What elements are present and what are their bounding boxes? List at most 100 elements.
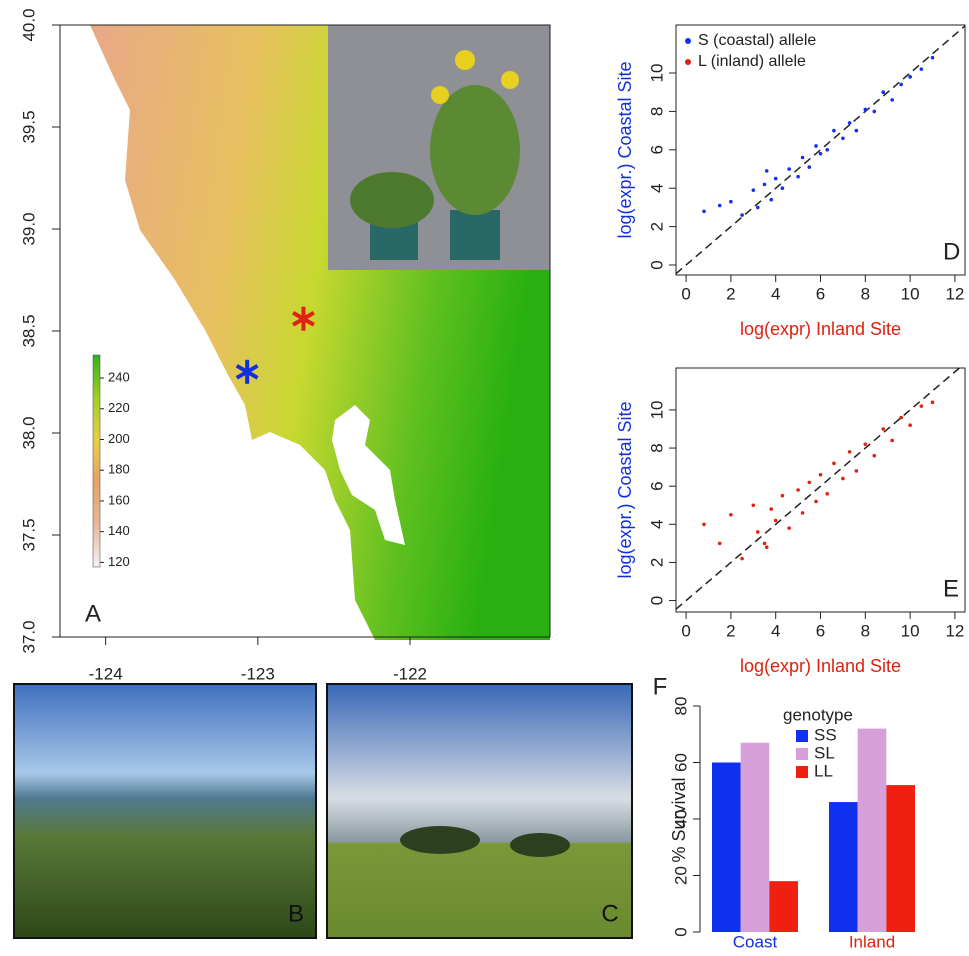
point (755, 205, 760, 210)
bar (886, 785, 915, 932)
point (881, 427, 886, 431)
point (717, 541, 722, 546)
legend-label: LL (814, 761, 833, 780)
legend-swatch (796, 748, 808, 760)
x-tick-label: 0 (681, 284, 690, 303)
x-tick-label: 0 (681, 621, 690, 640)
x-tick-label: 4 (771, 284, 780, 303)
x-tick-label: 4 (771, 621, 780, 640)
x-tick-label: Coast (733, 932, 778, 951)
point (818, 151, 823, 156)
point (764, 545, 769, 549)
point (807, 165, 812, 169)
legend-marker (685, 38, 691, 44)
point (899, 82, 903, 87)
point (769, 507, 774, 511)
point (854, 128, 859, 133)
point (814, 499, 818, 504)
colorbar-tick-label: 200 (108, 431, 130, 446)
point (899, 415, 903, 420)
point (825, 492, 830, 496)
x-tick-label: Inland (849, 932, 895, 951)
point (818, 472, 823, 477)
point (872, 453, 877, 458)
point (890, 98, 894, 102)
y-tick-label: 37.0 (19, 620, 38, 653)
photo-c: C (326, 683, 633, 939)
point (729, 512, 733, 517)
point (729, 199, 733, 204)
point (919, 404, 924, 408)
y-tick-label: 60 (671, 753, 690, 772)
bar (857, 728, 887, 932)
point (881, 90, 886, 95)
point (841, 476, 845, 481)
point (832, 461, 836, 466)
photo-b: B (13, 683, 317, 939)
photo (13, 683, 317, 939)
panel-label: B (288, 900, 304, 927)
y-tick-label: 38.5 (19, 314, 38, 347)
land (90, 25, 550, 640)
bar (769, 881, 798, 932)
point (740, 213, 744, 217)
legend-swatch (796, 730, 808, 742)
y-tick-label: 8 (647, 107, 666, 116)
x-tick-label: 10 (901, 621, 920, 640)
x-tick-label: -123 (241, 664, 275, 683)
plant (350, 172, 434, 228)
legend-label: SL (814, 743, 835, 762)
point (908, 423, 912, 427)
point (930, 55, 935, 60)
y-tick-label: 2 (647, 222, 666, 231)
point (832, 128, 836, 133)
colorbar-tick-label: 140 (108, 523, 130, 538)
y-tick-label: 40 (671, 810, 690, 829)
flower (455, 50, 475, 70)
tree (510, 833, 570, 857)
point (773, 518, 778, 523)
y-tick-label: 4 (647, 183, 666, 192)
legend-label: S (coastal) allele (698, 32, 816, 49)
pot (450, 210, 500, 260)
asterisk-stroke (235, 364, 259, 380)
flower (431, 86, 449, 104)
y-tick-label: 8 (647, 443, 666, 452)
x-tick-label: -122 (393, 664, 427, 683)
y-tick-label: 10 (647, 64, 666, 83)
panel-label: D (943, 238, 960, 265)
x-axis-label: log(expr) Inland Site (740, 319, 901, 339)
site-marker (292, 306, 315, 331)
point (780, 186, 785, 191)
photo (326, 683, 633, 939)
point (702, 522, 706, 527)
x-tick-label: 2 (726, 621, 735, 640)
y-tick-label: 37.5 (19, 518, 38, 551)
tree (400, 826, 480, 854)
y-tick-label: 6 (647, 145, 666, 154)
point (847, 450, 852, 454)
legend-title: genotype (783, 705, 853, 724)
y-axis-label: % Survival (669, 777, 689, 862)
point (717, 203, 722, 208)
y-tick-label: 38.0 (19, 416, 38, 449)
bar (712, 762, 741, 932)
y-axis-label: log(expr.) Coastal Site (615, 61, 635, 238)
diagonal (675, 25, 966, 275)
point (872, 109, 877, 114)
y-tick-label: 6 (647, 481, 666, 490)
point (807, 480, 812, 485)
legend-label: SS (814, 725, 837, 744)
colorbar-tick-label: 160 (108, 492, 130, 507)
point (764, 169, 769, 173)
x-tick-label: 12 (945, 284, 964, 303)
plant (430, 85, 520, 215)
y-tick-label: 39.0 (19, 212, 38, 245)
point (919, 67, 924, 71)
point (841, 136, 845, 141)
point (890, 438, 894, 443)
point (796, 174, 800, 179)
y-tick-label: 80 (671, 697, 690, 716)
diagonal (675, 367, 960, 610)
